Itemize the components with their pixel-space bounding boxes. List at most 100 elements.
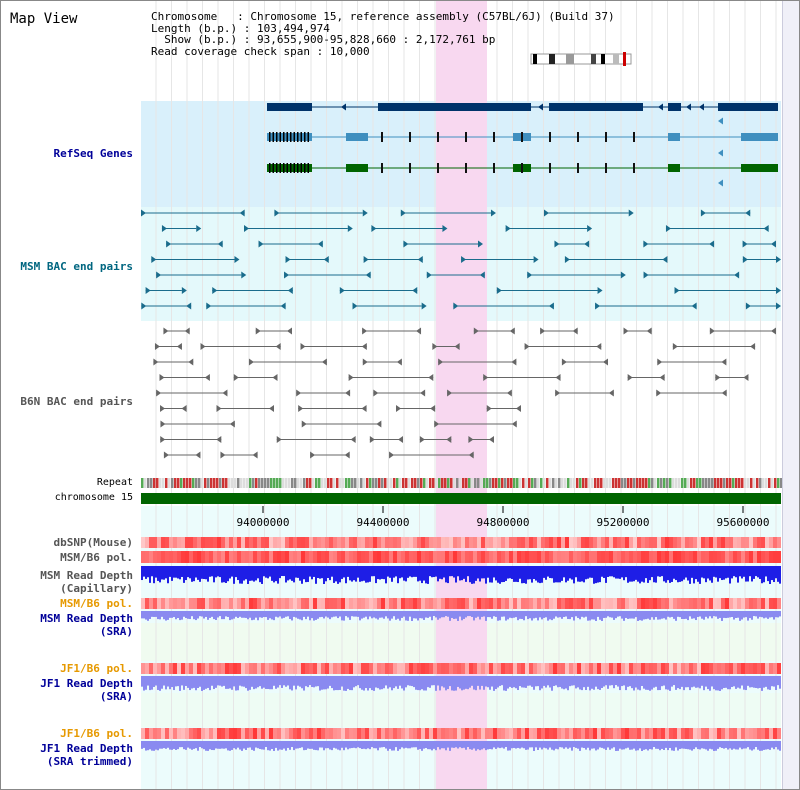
track-label-msm-depth-sra[interactable]: MSM Read Depth (SRA) (40, 612, 133, 638)
jf1-b6-pol-heat (769, 663, 773, 674)
jf1-depth-sra-bar (337, 676, 339, 691)
msm-depth-sra-bar (689, 611, 691, 617)
jf1-depth-sra-bar (219, 676, 221, 686)
repeat-segment (228, 478, 231, 488)
jf1-b6-pol-heat (397, 663, 401, 674)
jf1-depth-trimmed-bar (671, 741, 673, 751)
jf1-b6-pol-2-heat (369, 728, 373, 739)
jf1-depth-trimmed-bar (165, 741, 167, 749)
track-label-b6n-bac[interactable]: B6N BAC end pairs (20, 395, 133, 408)
track-label-jf1-depth-trimmed[interactable]: JF1 Read Depth (SRA trimmed) (40, 742, 133, 768)
msm-depth-sra-bar (723, 611, 725, 618)
msm-depth-sra-bar (173, 611, 175, 618)
msm-depth-sra-bar (719, 611, 721, 618)
msm-depth-sra-bar (259, 611, 261, 618)
jf1-depth-sra-bar (163, 676, 165, 686)
msm-depth-sra-bar (489, 611, 491, 618)
jf1-depth-trimmed-bar (391, 741, 393, 751)
repeat-segment (597, 478, 600, 488)
b6n-bac-end (398, 436, 404, 443)
msm-depth-sra-bar (333, 611, 335, 617)
repeat-segment (738, 478, 741, 488)
msm-depth-capillary-bar (427, 566, 429, 584)
track-label-jf1-b6-pol-2[interactable]: JF1/B6 pol. (60, 727, 133, 740)
jf1-b6-pol-2-heat (765, 728, 769, 739)
jf1-depth-trimmed-bar (383, 741, 385, 748)
jf1-b6-pol-heat (565, 663, 569, 674)
vertical-scrollbar[interactable] (782, 1, 799, 789)
repeat-segment (456, 478, 459, 488)
jf1-depth-sra-bar (345, 676, 347, 691)
jf1-depth-sra-bar (151, 676, 153, 690)
repeat-segment (399, 478, 402, 488)
jf1-b6-pol-heat (237, 663, 241, 674)
track-label-repeat: Repeat (96, 477, 133, 488)
msm-b6-pol-2-heat (565, 598, 569, 609)
msm-b6-pol-2-heat (561, 598, 565, 609)
jf1-b6-pol-2-heat (185, 728, 189, 739)
repeat-segment (414, 478, 417, 488)
track-label-msm-bac[interactable]: MSM BAC end pairs (20, 260, 133, 273)
track-label-dbsnp[interactable]: dbSNP(Mouse) (53, 536, 133, 549)
dbsnp-heat (305, 537, 309, 548)
jf1-b6-pol-2-heat (621, 728, 625, 739)
track-label-refseq-genes[interactable]: RefSeq Genes (53, 147, 133, 160)
jf1-b6-pol-2-heat (277, 728, 281, 739)
jf1-b6-pol-2-heat (261, 728, 265, 739)
axis-tick-label: 94000000 (237, 516, 290, 529)
msm-depth-capillary-bar (665, 566, 667, 583)
msm-depth-sra-bar (715, 611, 717, 617)
map-plot[interactable]: 94000000 94400000 94800000 95200000 95600000 (1, 1, 782, 789)
jf1-b6-pol-2-heat (289, 728, 293, 739)
jf1-b6-pol-2-heat (253, 728, 257, 739)
repeat-segment (732, 478, 735, 488)
msm-depth-sra-bar (203, 611, 205, 619)
jf1-depth-sra-bar (375, 676, 377, 688)
track-label-msm-b6-pol-2[interactable]: MSM/B6 pol. (60, 597, 133, 610)
msm-depth-sra-bar (351, 611, 353, 617)
b6n-bac-end (396, 358, 402, 366)
msm-depth-capillary-bar (659, 566, 661, 577)
jf1-depth-trimmed-bar (167, 741, 169, 748)
jf1-depth-sra-bar (523, 676, 525, 688)
msm-depth-capillary-bar (563, 566, 565, 578)
jf1-depth-sra-bar (381, 676, 383, 690)
jf1-depth-trimmed-bar (251, 741, 253, 750)
msm-depth-capillary-bar (191, 566, 193, 582)
msm-depth-sra-bar (769, 611, 771, 618)
jf1-depth-trimmed-bar (323, 741, 325, 751)
msm-b6-pol-heat (533, 551, 537, 563)
msm-depth-capillary-bar (381, 566, 383, 579)
jf1-depth-trimmed-bar (651, 741, 653, 750)
track-label-jf1-b6-pol-1[interactable]: JF1/B6 pol. (60, 662, 133, 675)
jf1-depth-sra-bar (487, 676, 489, 688)
jf1-depth-trimmed-bar (549, 741, 551, 748)
jf1-b6-pol-heat (761, 663, 765, 674)
msm-b6-pol-2-heat (481, 598, 485, 609)
ideogram-body (531, 54, 631, 64)
track-label-jf1-depth-sra[interactable]: JF1 Read Depth (SRA) (40, 677, 133, 703)
msm-b6-pol-2-heat (589, 598, 593, 609)
jf1-depth-sra-bar (759, 676, 761, 688)
repeat-segment (342, 478, 345, 488)
msm-depth-capillary-bar (571, 566, 573, 580)
track-label-msm-b6-pol-1[interactable]: MSM/B6 pol. (60, 551, 133, 564)
msm-depth-sra-bar (331, 611, 333, 618)
dbsnp-heat (557, 537, 561, 548)
repeat-segment (720, 478, 723, 488)
repeat-segment (195, 478, 198, 488)
jf1-depth-trimmed-bar (591, 741, 593, 749)
repeat-segment (291, 478, 294, 488)
jf1-depth-sra-bar (763, 676, 765, 688)
axis-tick-label: 95600000 (717, 516, 770, 529)
jf1-b6-pol-2-heat (717, 728, 721, 739)
jf1-depth-sra-bar (603, 676, 605, 687)
track-label-msm-depth-capillary[interactable]: MSM Read Depth (Capillary) (40, 569, 133, 595)
msm-b6-pol-heat (197, 551, 201, 563)
jf1-depth-trimmed-bar (679, 741, 681, 749)
jf1-b6-pol-2-heat (501, 728, 505, 739)
dbsnp-heat (169, 537, 173, 548)
repeat-segment (333, 478, 336, 488)
msm-b6-pol-2-heat (177, 598, 181, 609)
jf1-b6-pol-2-heat (417, 728, 421, 739)
